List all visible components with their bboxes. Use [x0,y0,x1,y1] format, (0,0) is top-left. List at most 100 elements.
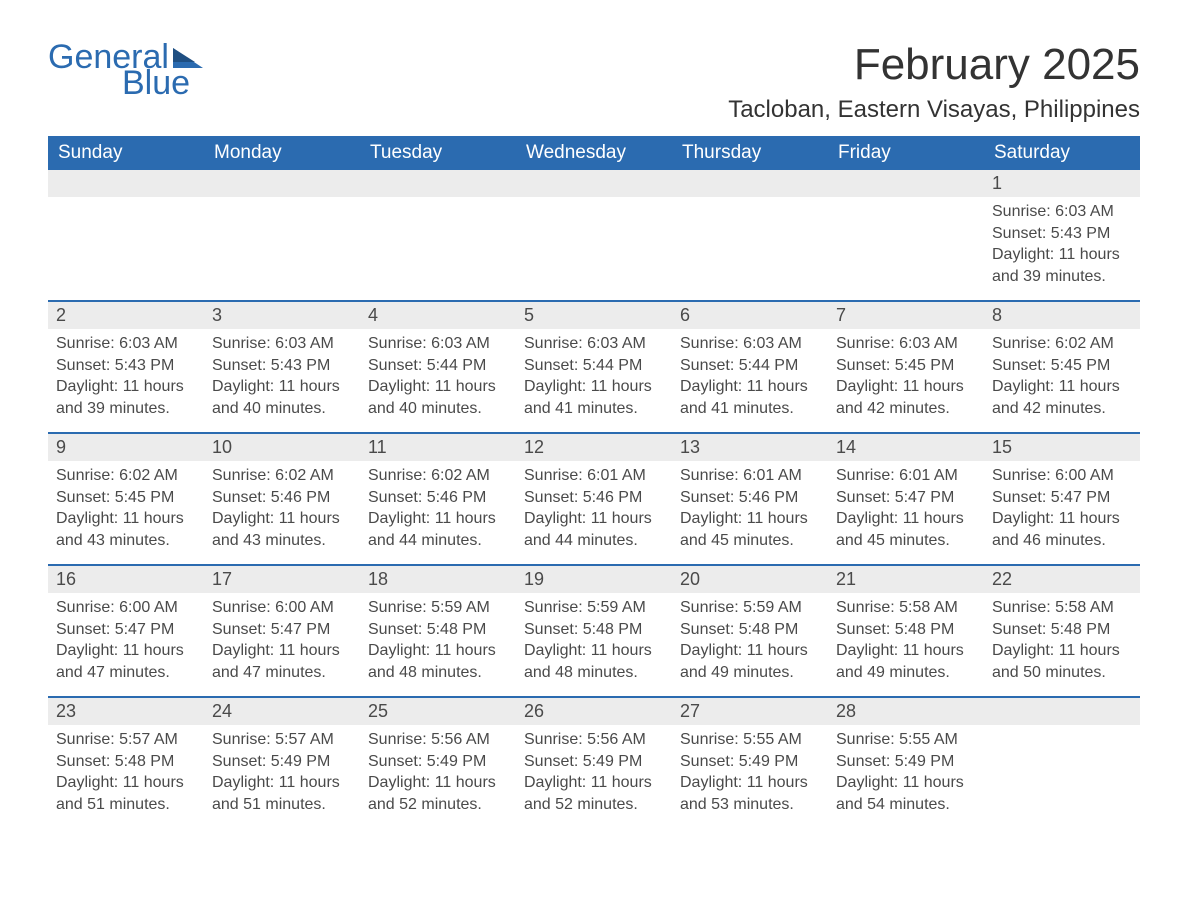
sunset-text: Sunset: 5:44 PM [680,355,820,377]
sunset-text: Sunset: 5:48 PM [836,619,976,641]
day-cell: 7Sunrise: 6:03 AMSunset: 5:45 PMDaylight… [828,302,984,432]
day-body: Sunrise: 5:56 AMSunset: 5:49 PMDaylight:… [516,725,672,823]
day-header-wednesday: Wednesday [516,136,672,170]
day-body: Sunrise: 5:55 AMSunset: 5:49 PMDaylight:… [672,725,828,823]
day-cell: 25Sunrise: 5:56 AMSunset: 5:49 PMDayligh… [360,698,516,828]
sunset-text: Sunset: 5:44 PM [368,355,508,377]
day-header-tuesday: Tuesday [360,136,516,170]
day-cell: 13Sunrise: 6:01 AMSunset: 5:46 PMDayligh… [672,434,828,564]
day-cell: 1Sunrise: 6:03 AMSunset: 5:43 PMDaylight… [984,170,1140,300]
day-cell: 12Sunrise: 6:01 AMSunset: 5:46 PMDayligh… [516,434,672,564]
day-cell: 16Sunrise: 6:00 AMSunset: 5:47 PMDayligh… [48,566,204,696]
sunrise-text: Sunrise: 5:58 AM [836,597,976,619]
day-number [360,170,516,197]
day-body: Sunrise: 6:01 AMSunset: 5:46 PMDaylight:… [516,461,672,559]
day-body: Sunrise: 6:00 AMSunset: 5:47 PMDaylight:… [204,593,360,691]
daylight-text: Daylight: 11 hours and 52 minutes. [368,772,508,815]
day-cell: 22Sunrise: 5:58 AMSunset: 5:48 PMDayligh… [984,566,1140,696]
daylight-text: Daylight: 11 hours and 40 minutes. [212,376,352,419]
sunrise-text: Sunrise: 5:59 AM [524,597,664,619]
day-cell: 26Sunrise: 5:56 AMSunset: 5:49 PMDayligh… [516,698,672,828]
day-body: Sunrise: 5:58 AMSunset: 5:48 PMDaylight:… [828,593,984,691]
day-body: Sunrise: 6:00 AMSunset: 5:47 PMDaylight:… [984,461,1140,559]
daylight-text: Daylight: 11 hours and 47 minutes. [212,640,352,683]
day-number [204,170,360,197]
sunset-text: Sunset: 5:49 PM [836,751,976,773]
daylight-text: Daylight: 11 hours and 49 minutes. [680,640,820,683]
day-body: Sunrise: 6:02 AMSunset: 5:46 PMDaylight:… [360,461,516,559]
sunrise-text: Sunrise: 6:02 AM [56,465,196,487]
day-cell: 3Sunrise: 6:03 AMSunset: 5:43 PMDaylight… [204,302,360,432]
sunrise-text: Sunrise: 5:57 AM [56,729,196,751]
sunrise-text: Sunrise: 6:02 AM [992,333,1132,355]
sunrise-text: Sunrise: 6:03 AM [680,333,820,355]
daylight-text: Daylight: 11 hours and 48 minutes. [368,640,508,683]
daylight-text: Daylight: 11 hours and 40 minutes. [368,376,508,419]
day-cell [516,170,672,300]
sunset-text: Sunset: 5:48 PM [680,619,820,641]
day-body: Sunrise: 5:59 AMSunset: 5:48 PMDaylight:… [516,593,672,691]
sunrise-text: Sunrise: 6:00 AM [212,597,352,619]
sunrise-text: Sunrise: 5:58 AM [992,597,1132,619]
day-body: Sunrise: 5:57 AMSunset: 5:49 PMDaylight:… [204,725,360,823]
daylight-text: Daylight: 11 hours and 41 minutes. [524,376,664,419]
day-number: 20 [672,566,828,593]
day-number: 16 [48,566,204,593]
day-cell: 5Sunrise: 6:03 AMSunset: 5:44 PMDaylight… [516,302,672,432]
day-cell: 20Sunrise: 5:59 AMSunset: 5:48 PMDayligh… [672,566,828,696]
weeks-container: 1Sunrise: 6:03 AMSunset: 5:43 PMDaylight… [48,170,1140,828]
day-number: 13 [672,434,828,461]
sunset-text: Sunset: 5:43 PM [56,355,196,377]
sunset-text: Sunset: 5:46 PM [212,487,352,509]
day-cell: 6Sunrise: 6:03 AMSunset: 5:44 PMDaylight… [672,302,828,432]
sunset-text: Sunset: 5:48 PM [56,751,196,773]
day-number: 3 [204,302,360,329]
day-header-monday: Monday [204,136,360,170]
day-number [984,698,1140,725]
day-body: Sunrise: 6:02 AMSunset: 5:45 PMDaylight:… [48,461,204,559]
sunset-text: Sunset: 5:48 PM [992,619,1132,641]
day-cell [828,170,984,300]
daylight-text: Daylight: 11 hours and 44 minutes. [368,508,508,551]
day-cell [672,170,828,300]
day-number: 18 [360,566,516,593]
sunset-text: Sunset: 5:43 PM [992,223,1132,245]
day-cell: 27Sunrise: 5:55 AMSunset: 5:49 PMDayligh… [672,698,828,828]
daylight-text: Daylight: 11 hours and 44 minutes. [524,508,664,551]
day-cell: 18Sunrise: 5:59 AMSunset: 5:48 PMDayligh… [360,566,516,696]
day-body: Sunrise: 6:02 AMSunset: 5:46 PMDaylight:… [204,461,360,559]
day-number: 9 [48,434,204,461]
day-cell: 28Sunrise: 5:55 AMSunset: 5:49 PMDayligh… [828,698,984,828]
sunset-text: Sunset: 5:45 PM [56,487,196,509]
daylight-text: Daylight: 11 hours and 45 minutes. [680,508,820,551]
day-number: 25 [360,698,516,725]
daylight-text: Daylight: 11 hours and 51 minutes. [56,772,196,815]
day-header-row: Sunday Monday Tuesday Wednesday Thursday… [48,136,1140,170]
day-cell: 2Sunrise: 6:03 AMSunset: 5:43 PMDaylight… [48,302,204,432]
daylight-text: Daylight: 11 hours and 41 minutes. [680,376,820,419]
day-body: Sunrise: 5:57 AMSunset: 5:48 PMDaylight:… [48,725,204,823]
day-number: 26 [516,698,672,725]
day-cell [360,170,516,300]
week-row: 16Sunrise: 6:00 AMSunset: 5:47 PMDayligh… [48,564,1140,696]
day-body: Sunrise: 5:58 AMSunset: 5:48 PMDaylight:… [984,593,1140,691]
sunset-text: Sunset: 5:44 PM [524,355,664,377]
daylight-text: Daylight: 11 hours and 43 minutes. [212,508,352,551]
day-header-sunday: Sunday [48,136,204,170]
day-cell [984,698,1140,828]
sunset-text: Sunset: 5:48 PM [524,619,664,641]
day-number: 27 [672,698,828,725]
sunrise-text: Sunrise: 5:57 AM [212,729,352,751]
sunset-text: Sunset: 5:47 PM [56,619,196,641]
sunrise-text: Sunrise: 6:00 AM [992,465,1132,487]
day-number: 14 [828,434,984,461]
day-cell [48,170,204,300]
sunset-text: Sunset: 5:49 PM [680,751,820,773]
day-body: Sunrise: 5:56 AMSunset: 5:49 PMDaylight:… [360,725,516,823]
day-number: 17 [204,566,360,593]
day-body: Sunrise: 6:01 AMSunset: 5:46 PMDaylight:… [672,461,828,559]
day-number: 8 [984,302,1140,329]
sunrise-text: Sunrise: 6:03 AM [212,333,352,355]
day-cell: 23Sunrise: 5:57 AMSunset: 5:48 PMDayligh… [48,698,204,828]
calendar: Sunday Monday Tuesday Wednesday Thursday… [48,136,1140,828]
